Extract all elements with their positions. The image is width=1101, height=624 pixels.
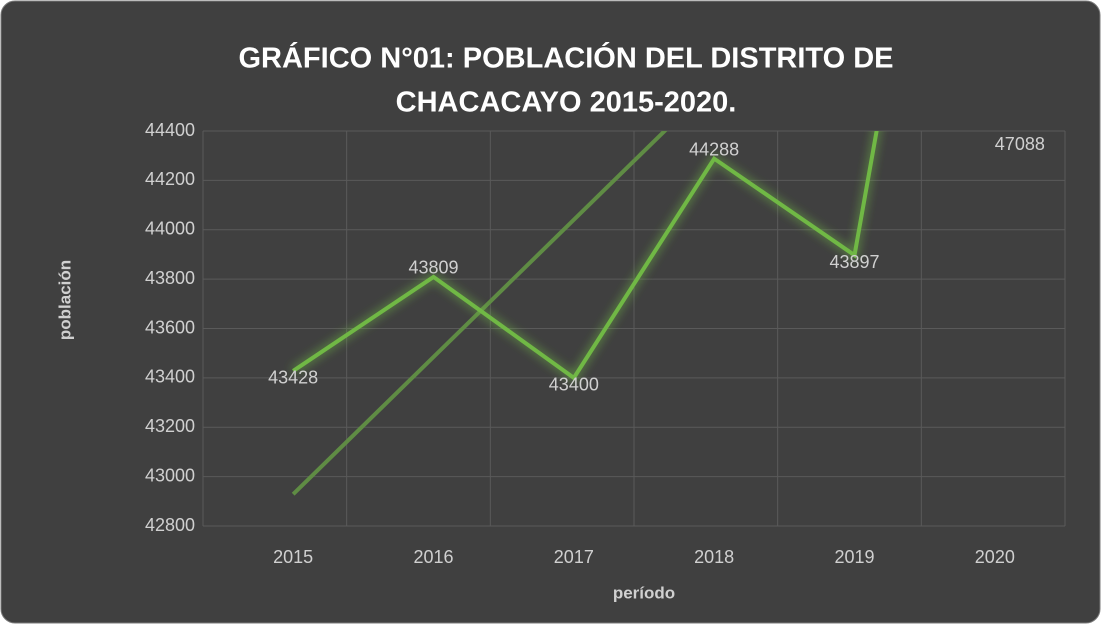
plot-area <box>291 131 879 496</box>
x-tick-label: 2017 <box>554 547 594 567</box>
y-tick-label: 44400 <box>145 120 195 140</box>
x-tick-label: 2016 <box>413 547 453 567</box>
data-label: 43897 <box>829 252 879 272</box>
y-tick-label: 44000 <box>145 219 195 239</box>
y-tick-label: 43000 <box>145 465 195 485</box>
line-series <box>292 131 879 381</box>
y-tick-label: 42800 <box>145 515 195 535</box>
y-axis-title: población <box>55 260 74 340</box>
trendline <box>291 131 668 496</box>
y-tick-label: 44200 <box>145 169 195 189</box>
y-tick-label: 43600 <box>145 317 195 337</box>
y-tick-label: 43400 <box>145 367 195 387</box>
x-tick-label: 2018 <box>694 547 734 567</box>
data-label: 43428 <box>268 368 318 388</box>
data-label: 47088 <box>995 134 1045 154</box>
y-tick-label: 43200 <box>145 416 195 436</box>
data-label: 43400 <box>549 375 599 395</box>
data-label: 44288 <box>689 139 739 159</box>
data-label: 43809 <box>408 258 458 278</box>
x-tick-label: 2019 <box>834 547 874 567</box>
x-axis-title: período <box>613 583 675 602</box>
x-tick-label: 2015 <box>273 547 313 567</box>
chart-title: GRÁFICO N°01: POBLACIÓN DEL DISTRITO DE <box>238 41 893 75</box>
chart-title: CHACACAYO 2015-2020. <box>396 87 737 119</box>
y-tick-label: 43800 <box>145 268 195 288</box>
x-tick-label: 2020 <box>975 547 1015 567</box>
